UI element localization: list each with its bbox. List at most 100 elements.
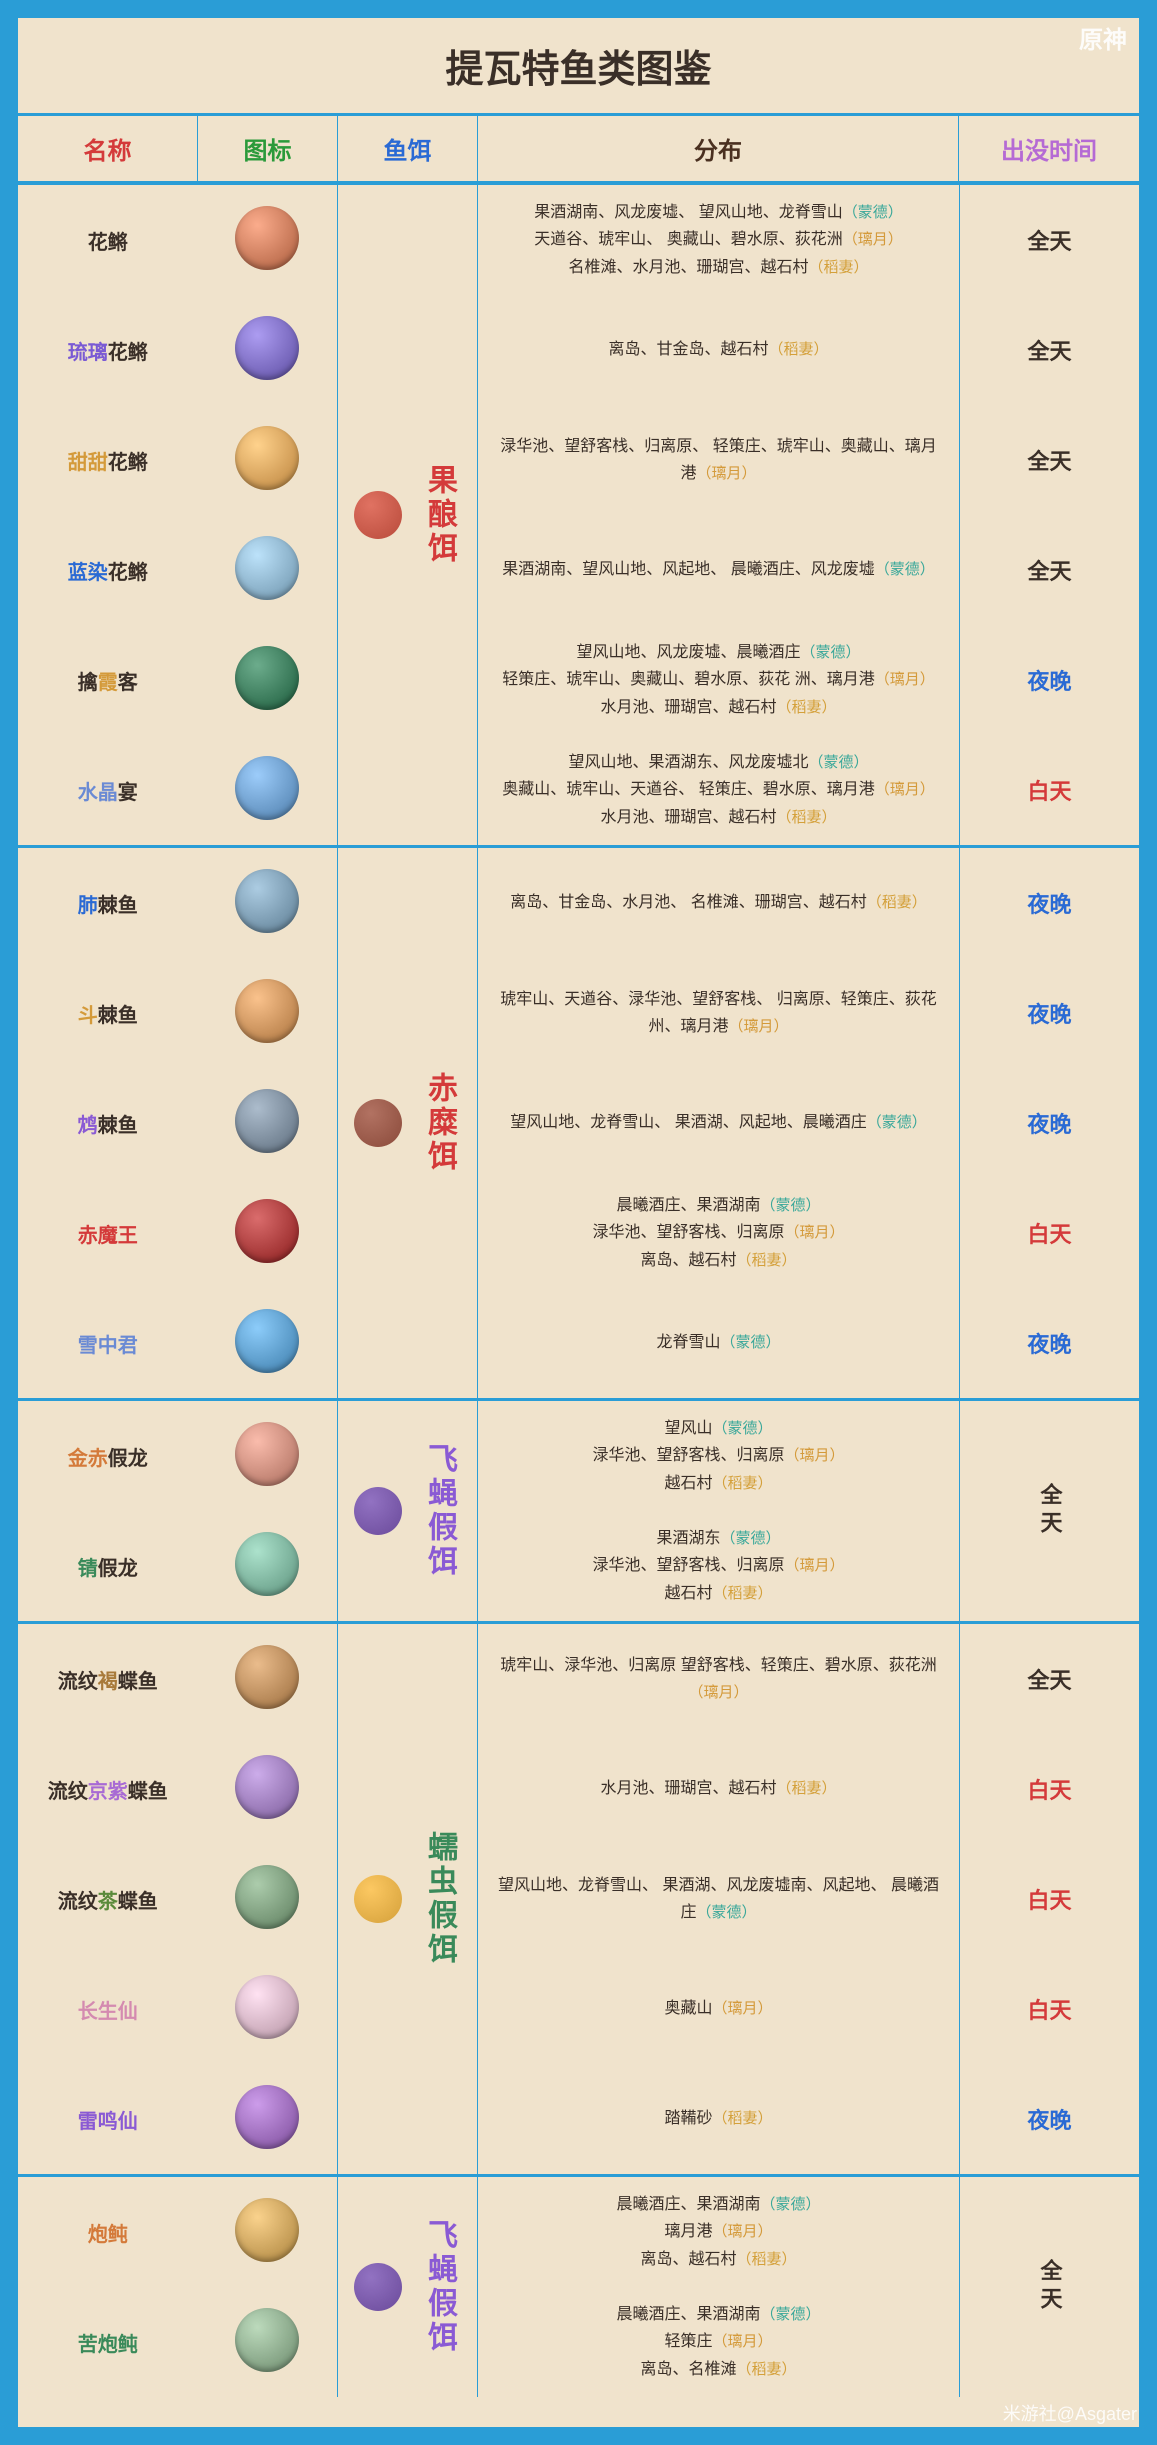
fish-row: 肺棘鱼 xyxy=(18,848,337,958)
fish-row: 长生仙 xyxy=(18,1954,337,2064)
location-text: 望风山地、风龙废墟、晨曦酒庄 xyxy=(576,644,800,661)
fish-icon-cell xyxy=(197,1079,337,1168)
time-cell: 夜晚 xyxy=(960,625,1139,735)
bait-group: 金赤假龙锖假龙飞蝇假饵望风山（蒙德）渌华池、望舒客栈、归离原（璃月）越石村（稻妻… xyxy=(18,1398,1139,1621)
region-label: （蒙德） xyxy=(713,1420,773,1437)
distribution-line: 离岛、甘金岛、水月池、 名椎滩、珊瑚宫、越石村（稻妻） xyxy=(498,889,939,916)
region-label: （璃月） xyxy=(785,1557,845,1574)
distribution-cell: 离岛、甘金岛、水月池、 名椎滩、珊瑚宫、越石村（稻妻） xyxy=(478,848,959,958)
fish-name: 雷鸣仙 xyxy=(18,2095,197,2144)
fish-icon xyxy=(235,1755,299,1819)
header-time: 出没时间 xyxy=(959,116,1139,181)
time-cell: 白天 xyxy=(960,735,1139,845)
fish-icon xyxy=(235,1309,299,1373)
time-column: 夜晚夜晚夜晚白天夜晚 xyxy=(959,848,1139,1398)
region-label: （璃月） xyxy=(785,1224,845,1241)
time-cell: 白天 xyxy=(960,1178,1139,1288)
bait-label: 赤糜饵 xyxy=(417,1072,461,1174)
region-label: （稻妻） xyxy=(867,894,927,911)
fish-row: 流纹茶蝶鱼 xyxy=(18,1844,337,1954)
time-cell: 全天 xyxy=(960,405,1139,515)
fish-icon xyxy=(235,316,299,380)
region-label: （蒙德） xyxy=(761,1197,821,1214)
bait-label: 飞蝇假饵 xyxy=(417,2219,461,2355)
fish-name: 炮鲀 xyxy=(18,2208,197,2257)
time-column: 全天全天全天全天夜晚白天 xyxy=(959,185,1139,845)
region-label: （蒙德） xyxy=(721,1334,781,1351)
bait-icon xyxy=(354,491,402,539)
fish-icon-cell xyxy=(197,969,337,1058)
distribution-line: 离岛、越石村（稻妻） xyxy=(498,1247,939,1274)
location-text: 名椎滩、水月池、珊瑚宫、越石村 xyxy=(568,259,808,276)
location-text: 轻策庄、琥牢山、奥藏山、碧水原、荻花 洲、璃月港 xyxy=(502,671,874,688)
distribution-line: 离岛、名椎滩（稻妻） xyxy=(498,2356,939,2383)
distribution-cell: 奥藏山（璃月） xyxy=(478,1954,959,2064)
location-text: 望风山地、果酒湖东、风龙废墟北 xyxy=(568,754,808,771)
distribution-line: 琥牢山、天遒谷、渌华池、望舒客栈、 归离原、轻策庄、荻花州、璃月港（璃月） xyxy=(498,986,939,1040)
bait-cell: 飞蝇假饵 xyxy=(338,1401,478,1621)
fish-icon xyxy=(235,426,299,490)
distribution-cell: 晨曦酒庄、果酒湖南（蒙德）渌华池、望舒客栈、归离原（璃月）离岛、越石村（稻妻） xyxy=(478,1178,959,1288)
bait-label: 果酿饵 xyxy=(417,464,461,566)
time-cell: 白天 xyxy=(960,1734,1139,1844)
header-dist: 分布 xyxy=(478,116,959,181)
location-text: 轻策庄 xyxy=(664,2333,712,2350)
fish-icon-cell xyxy=(197,2298,337,2387)
fish-name: 苦炮鲀 xyxy=(18,2318,197,2367)
header-row: 名称 图标 鱼饵 分布 出没时间 xyxy=(18,113,1139,182)
location-text: 果酒湖东 xyxy=(656,1530,720,1547)
bait-label: 飞蝇假饵 xyxy=(417,1443,461,1579)
distribution-line: 晨曦酒庄、果酒湖南（蒙德） xyxy=(498,2301,939,2328)
region-label: （稻妻） xyxy=(713,1585,773,1602)
fish-name: 雪中君 xyxy=(18,1319,197,1368)
fish-icon xyxy=(235,1865,299,1929)
region-label: （璃月） xyxy=(875,671,935,688)
distribution-cell: 果酒湖南、风龙废墟、 望风山地、龙脊雪山（蒙德）天遒谷、琥牢山、 奥藏山、碧水原… xyxy=(478,185,959,295)
distribution-line: 晨曦酒庄、果酒湖南（蒙德） xyxy=(498,1192,939,1219)
fish-icon-cell xyxy=(197,1522,337,1611)
fish-row: 流纹褐蝶鱼 xyxy=(18,1624,337,1734)
header-bait: 鱼饵 xyxy=(338,116,478,181)
time-column: 全天白天白天白天夜晚 xyxy=(959,1624,1139,2174)
time-cell: 全天 xyxy=(960,515,1139,625)
time-cell-merged: 全天 xyxy=(960,1401,1139,1621)
location-text: 琥牢山、天遒谷、渌华池、望舒客栈、 归离原、轻策庄、荻花州、璃月港 xyxy=(500,991,936,1035)
location-text: 越石村 xyxy=(664,1475,712,1492)
watermark: 米游社@Asgater xyxy=(1003,2400,1137,2426)
distribution-line: 望风山地、果酒湖东、风龙废墟北（蒙德） xyxy=(498,749,939,776)
fish-icon xyxy=(235,1422,299,1486)
region-label: （蒙德） xyxy=(809,754,869,771)
fish-icon-cell xyxy=(197,2188,337,2277)
fish-name: 金赤假龙 xyxy=(18,1432,197,1481)
fish-row: 水晶宴 xyxy=(18,735,337,845)
time-cell: 夜晚 xyxy=(960,958,1139,1068)
region-label: （蒙德） xyxy=(801,644,861,661)
distribution-line: 离岛、甘金岛、越石村（稻妻） xyxy=(498,336,939,363)
time-cell: 白天 xyxy=(960,1844,1139,1954)
bait-group: 炮鲀苦炮鲀飞蝇假饵晨曦酒庄、果酒湖南（蒙德）璃月港（璃月）离岛、越石村（稻妻）晨… xyxy=(18,2174,1139,2397)
time-cell: 夜晚 xyxy=(960,2064,1139,2174)
distribution-line: 果酒湖南、望风山地、风起地、 晨曦酒庄、风龙废墟（蒙德） xyxy=(498,556,939,583)
fish-name: 蓝染花鳉 xyxy=(18,546,197,595)
fish-icon xyxy=(235,206,299,270)
fish-icon xyxy=(235,869,299,933)
header-name: 名称 xyxy=(18,116,198,181)
distribution-line: 望风山地、龙脊雪山、 果酒湖、风起地、晨曦酒庄（蒙德） xyxy=(498,1109,939,1136)
time-cell: 白天 xyxy=(960,1954,1139,2064)
fish-icon xyxy=(235,2085,299,2149)
fish-icon xyxy=(235,1199,299,1263)
distribution-cell: 琥牢山、天遒谷、渌华池、望舒客栈、 归离原、轻策庄、荻花州、璃月港（璃月） xyxy=(478,958,959,1068)
distribution-line: 轻策庄（璃月） xyxy=(498,2328,939,2355)
fish-row: 雷鸣仙 xyxy=(18,2064,337,2174)
distribution-line: 璃月港（璃月） xyxy=(498,2218,939,2245)
region-label: （璃月） xyxy=(713,2223,773,2240)
location-text: 望风山 xyxy=(664,1420,712,1437)
fish-name: 肺棘鱼 xyxy=(18,879,197,928)
fish-row: 锖假龙 xyxy=(18,1511,337,1621)
bait-cell: 蠕虫假饵 xyxy=(338,1624,478,2174)
fish-icon xyxy=(235,756,299,820)
distribution-line: 望风山（蒙德） xyxy=(498,1415,939,1442)
location-text: 离岛、甘金岛、水月池、 名椎滩、珊瑚宫、越石村 xyxy=(510,894,866,911)
fish-name: 流纹褐蝶鱼 xyxy=(18,1655,197,1704)
distribution-cell: 离岛、甘金岛、越石村（稻妻） xyxy=(478,295,959,405)
